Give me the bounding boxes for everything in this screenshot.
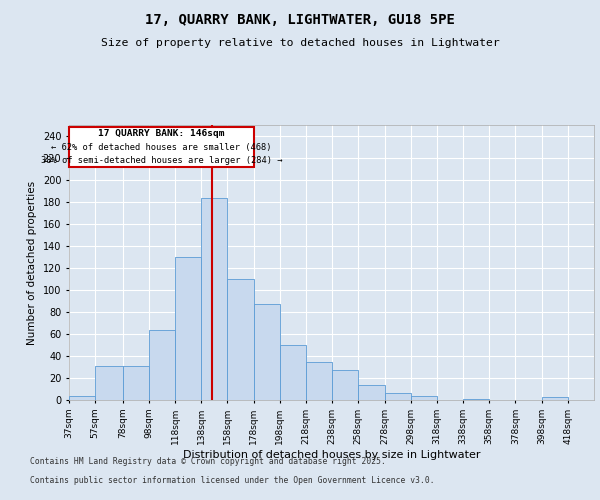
Text: ← 62% of detached houses are smaller (468): ← 62% of detached houses are smaller (46… xyxy=(51,142,272,152)
Bar xyxy=(149,330,175,400)
Bar xyxy=(227,279,254,400)
Bar xyxy=(201,198,227,400)
Text: 17, QUARRY BANK, LIGHTWATER, GU18 5PE: 17, QUARRY BANK, LIGHTWATER, GU18 5PE xyxy=(145,12,455,26)
Bar xyxy=(542,396,568,400)
Bar xyxy=(411,396,437,400)
Bar xyxy=(122,366,149,400)
Text: 38% of semi-detached houses are larger (284) →: 38% of semi-detached houses are larger (… xyxy=(41,156,282,165)
Bar xyxy=(463,399,489,400)
Bar xyxy=(69,396,95,400)
Bar xyxy=(69,127,254,167)
Bar xyxy=(95,366,122,400)
Text: Size of property relative to detached houses in Lightwater: Size of property relative to detached ho… xyxy=(101,38,499,48)
Bar xyxy=(280,345,306,400)
Y-axis label: Number of detached properties: Number of detached properties xyxy=(27,180,37,344)
Text: Contains HM Land Registry data © Crown copyright and database right 2025.: Contains HM Land Registry data © Crown c… xyxy=(30,458,386,466)
Bar xyxy=(332,370,358,400)
Bar xyxy=(306,362,332,400)
Text: Contains public sector information licensed under the Open Government Licence v3: Contains public sector information licen… xyxy=(30,476,434,485)
X-axis label: Distribution of detached houses by size in Lightwater: Distribution of detached houses by size … xyxy=(183,450,480,460)
Bar xyxy=(358,384,385,400)
Bar xyxy=(385,394,411,400)
Bar xyxy=(254,304,280,400)
Bar xyxy=(175,257,201,400)
Text: 17 QUARRY BANK: 146sqm: 17 QUARRY BANK: 146sqm xyxy=(98,130,224,138)
